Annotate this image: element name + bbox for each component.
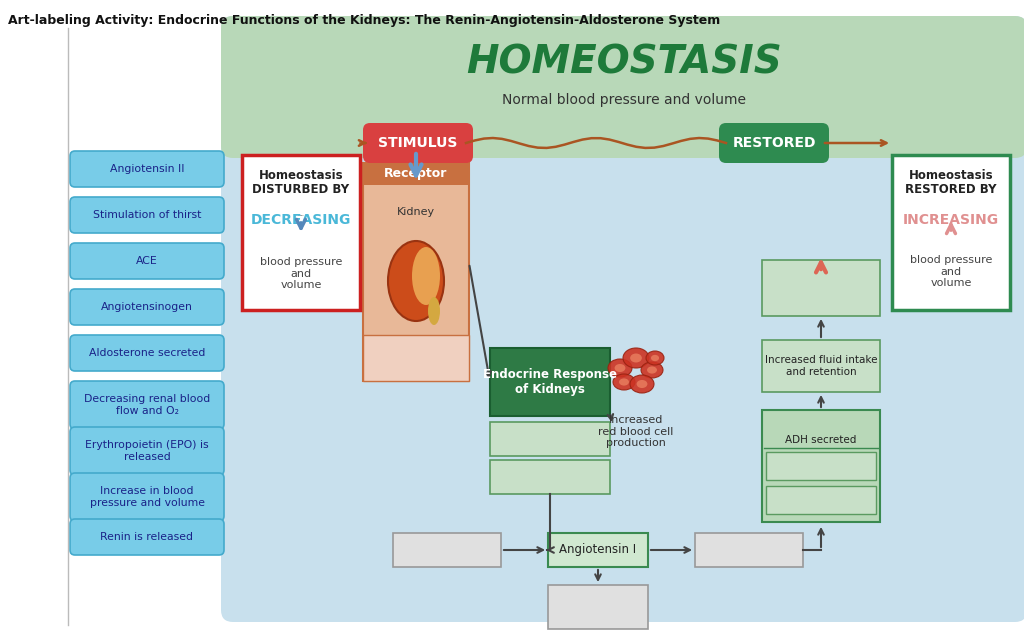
Text: Homeostasis: Homeostasis bbox=[908, 169, 993, 182]
Text: Normal blood pressure and volume: Normal blood pressure and volume bbox=[502, 93, 746, 107]
Bar bbox=[233, 118, 1015, 146]
Text: Stimulation of thirst: Stimulation of thirst bbox=[93, 210, 201, 220]
Text: Aldosterone secreted: Aldosterone secreted bbox=[89, 348, 205, 358]
Ellipse shape bbox=[613, 374, 635, 390]
Text: DECREASING: DECREASING bbox=[251, 213, 351, 227]
Bar bbox=[362, 163, 469, 381]
Text: Angiotensin II: Angiotensin II bbox=[110, 164, 184, 174]
Bar bbox=[490, 460, 610, 494]
Bar bbox=[362, 163, 469, 185]
Bar bbox=[490, 422, 610, 456]
FancyBboxPatch shape bbox=[362, 123, 473, 163]
Bar bbox=[242, 155, 360, 310]
Ellipse shape bbox=[614, 364, 626, 372]
FancyBboxPatch shape bbox=[70, 519, 224, 555]
Text: Art-labeling Activity: Endocrine Functions of the Kidneys: The Renin-Angiotensin: Art-labeling Activity: Endocrine Functio… bbox=[8, 14, 720, 27]
Ellipse shape bbox=[630, 375, 654, 393]
Text: STIMULUS: STIMULUS bbox=[378, 136, 458, 150]
Text: blood pressure
and
volume: blood pressure and volume bbox=[909, 255, 992, 288]
Text: ACE: ACE bbox=[136, 256, 158, 266]
Text: Erythropoietin (EPO) is
released: Erythropoietin (EPO) is released bbox=[85, 440, 209, 462]
Ellipse shape bbox=[637, 380, 647, 388]
Ellipse shape bbox=[641, 362, 663, 378]
Ellipse shape bbox=[428, 297, 440, 325]
FancyBboxPatch shape bbox=[70, 427, 224, 475]
Text: Homeostasis: Homeostasis bbox=[259, 169, 343, 182]
FancyBboxPatch shape bbox=[719, 123, 829, 163]
Bar bbox=[892, 155, 1010, 310]
Text: Angiotensinogen: Angiotensinogen bbox=[101, 302, 193, 312]
Bar bbox=[762, 340, 880, 392]
Text: INCREASING: INCREASING bbox=[903, 213, 999, 227]
Text: Kidney: Kidney bbox=[397, 207, 435, 217]
Text: Endocrine Response
of Kidneys: Endocrine Response of Kidneys bbox=[483, 368, 617, 396]
Bar bbox=[548, 533, 648, 567]
Text: ADH secreted: ADH secreted bbox=[785, 435, 857, 445]
FancyBboxPatch shape bbox=[70, 381, 224, 429]
Bar bbox=[766, 486, 876, 514]
Ellipse shape bbox=[630, 353, 642, 362]
Bar bbox=[766, 452, 876, 480]
Bar bbox=[695, 533, 803, 567]
Ellipse shape bbox=[388, 241, 444, 321]
FancyBboxPatch shape bbox=[221, 16, 1024, 158]
Ellipse shape bbox=[646, 351, 664, 365]
Ellipse shape bbox=[651, 355, 659, 361]
Ellipse shape bbox=[623, 348, 649, 368]
Text: Increased
red blood cell
production: Increased red blood cell production bbox=[598, 415, 674, 449]
FancyBboxPatch shape bbox=[70, 335, 224, 371]
FancyBboxPatch shape bbox=[70, 151, 224, 187]
FancyBboxPatch shape bbox=[70, 289, 224, 325]
Bar bbox=[762, 260, 880, 316]
Bar bbox=[362, 335, 469, 381]
Ellipse shape bbox=[608, 359, 632, 377]
Text: Increase in blood
pressure and volume: Increase in blood pressure and volume bbox=[89, 486, 205, 508]
Text: Increased fluid intake
and retention: Increased fluid intake and retention bbox=[765, 355, 878, 377]
Text: Renin is released: Renin is released bbox=[100, 532, 194, 542]
Bar bbox=[393, 533, 501, 567]
Text: RESTORED BY: RESTORED BY bbox=[905, 183, 996, 196]
Bar bbox=[762, 410, 880, 522]
Text: #4ab8d8: #4ab8d8 bbox=[298, 214, 304, 216]
Ellipse shape bbox=[412, 247, 440, 305]
Bar bbox=[548, 585, 648, 629]
FancyBboxPatch shape bbox=[70, 197, 224, 233]
FancyBboxPatch shape bbox=[70, 473, 224, 521]
Text: Decreasing renal blood
flow and O₂: Decreasing renal blood flow and O₂ bbox=[84, 394, 210, 416]
FancyBboxPatch shape bbox=[221, 16, 1024, 622]
Ellipse shape bbox=[647, 366, 657, 374]
Text: Receptor: Receptor bbox=[384, 168, 447, 181]
Text: RESTORED: RESTORED bbox=[732, 136, 816, 150]
Text: DISTURBED BY: DISTURBED BY bbox=[253, 183, 349, 196]
Ellipse shape bbox=[620, 378, 629, 385]
Text: HOMEOSTASIS: HOMEOSTASIS bbox=[466, 43, 782, 81]
Text: blood pressure
and
volume: blood pressure and volume bbox=[260, 257, 342, 290]
FancyBboxPatch shape bbox=[70, 243, 224, 279]
Text: Angiotensin I: Angiotensin I bbox=[559, 544, 637, 556]
Bar bbox=[490, 348, 610, 416]
